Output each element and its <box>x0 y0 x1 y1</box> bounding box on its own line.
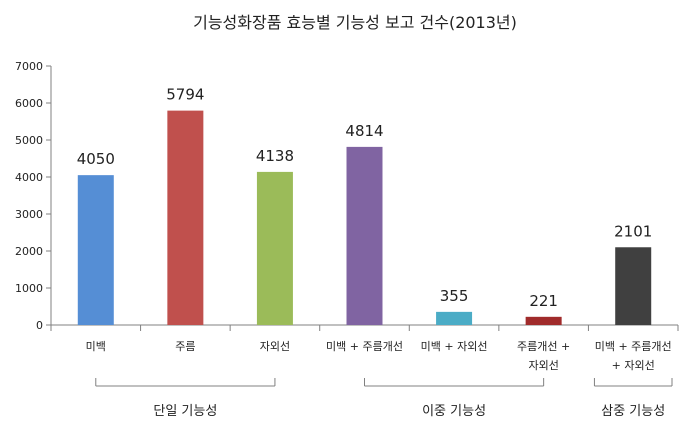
category-label: 미백 + 주름개선 <box>326 340 403 353</box>
data-label: 221 <box>529 292 558 310</box>
labels-layer: 4050 미백 5794 주름 4138 자외선 4814 미백 + 주름개선 355 미백 + … <box>77 86 672 372</box>
data-label: 5794 <box>166 86 204 104</box>
group-label: 삼중 기능성 <box>601 404 665 419</box>
group-label: 이중 기능성 <box>422 404 486 419</box>
y-tick-label: 0 <box>36 319 43 332</box>
bar <box>77 175 114 325</box>
bar <box>256 171 293 325</box>
y-tick-label: 5000 <box>15 134 43 147</box>
bar <box>615 247 652 325</box>
bars-layer <box>77 110 652 325</box>
data-label: 4138 <box>256 147 294 165</box>
groups-layer: 단일 기능성 이중 기능성 삼중 기능성 <box>95 378 673 419</box>
data-label: 2101 <box>614 222 652 240</box>
y-tick-label: 1000 <box>15 282 43 295</box>
bar <box>436 311 473 325</box>
y-tick-label: 6000 <box>15 97 43 110</box>
bar <box>167 110 204 325</box>
data-label: 4814 <box>345 122 383 140</box>
bar <box>525 316 562 325</box>
category-label: 미백 + 주름개선 <box>595 340 672 353</box>
y-tick-label: 7000 <box>15 60 43 73</box>
y-tick-label: 4000 <box>15 171 43 184</box>
category-label: 미백 + 자외선 <box>421 340 488 353</box>
category-label: 주름개선 + <box>517 340 570 353</box>
category-label: 주름 <box>175 340 195 353</box>
chart-title: 기능성화장품 효능별 기능성 보고 건수(2013년) <box>193 13 517 32</box>
data-label: 4050 <box>77 150 115 168</box>
axis-layer: 0 1000 2000 3000 4000 5000 6000 7000 <box>15 60 679 332</box>
y-tick-label: 2000 <box>15 245 43 258</box>
y-tick-label: 3000 <box>15 208 43 221</box>
category-label: 자외선 <box>528 359 558 372</box>
category-label: 미백 <box>86 340 106 353</box>
bar <box>346 146 383 325</box>
group-label: 단일 기능성 <box>153 404 217 419</box>
data-label: 355 <box>440 287 469 305</box>
category-label: 자외선 <box>260 340 290 353</box>
category-label: + 자외선 <box>612 359 655 372</box>
